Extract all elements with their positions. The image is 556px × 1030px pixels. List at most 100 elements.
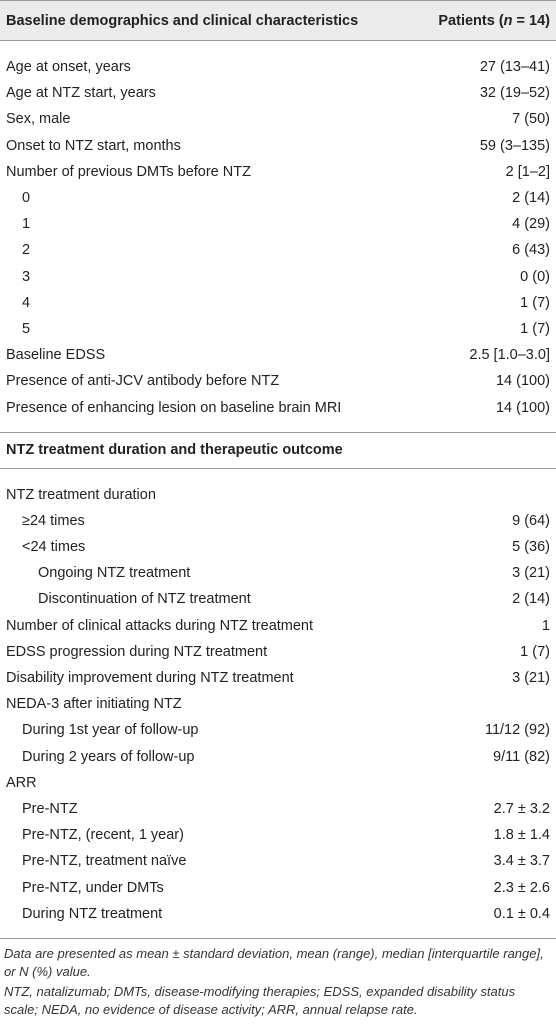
section: Age at onset, years 27 (13–41) Age at NTZ …	[0, 41, 556, 432]
row-value: 32 (19–52)	[479, 85, 550, 102]
row-value: 5 (36)	[512, 539, 550, 556]
table-row: Age at NTZ start, years 32 (19–52)	[0, 80, 556, 106]
row-value: 1	[541, 617, 550, 634]
footnotes: Data are presented as mean ± standard de…	[0, 937, 556, 1019]
row-value: 3 (21)	[512, 670, 550, 687]
row-value: 4 (29)	[512, 216, 550, 233]
table-row: Onset to NTZ start, months 59 (3–135)	[0, 133, 556, 159]
row-value: 9 (64)	[512, 512, 550, 529]
footnote: NTZ, natalizumab; DMTs, disease-modifyin…	[4, 983, 516, 1017]
table-row: Ongoing NTZ treatment 3 (21)	[0, 560, 556, 586]
row-label: 1	[22, 216, 31, 233]
table-row: During 1st year of follow-up 11/12 (92)	[0, 717, 556, 743]
row-value: 2 [1–2]	[505, 163, 550, 180]
row-label: During NTZ treatment	[22, 905, 163, 922]
table-row: During NTZ treatment 0.1 ± 0.4	[0, 901, 556, 927]
row-value: 2 (14)	[512, 190, 550, 207]
table-row: Presence of enhancing lesion on baseline…	[0, 394, 556, 420]
section: NTZ treatment duration ≥24 times 9 (64) <24…	[0, 469, 556, 938]
row-value: 2.5 [1.0–3.0]	[469, 347, 550, 364]
footnote: Data are presented as mean ± standard de…	[4, 945, 544, 979]
row-label: Number of previous DMTs before NTZ	[6, 163, 251, 180]
row-label: 2	[22, 242, 31, 259]
row-label: Number of clinical attacks during NTZ tr…	[6, 617, 314, 634]
row-value: 9/11 (82)	[493, 748, 550, 765]
row-label: Age at onset, years	[6, 59, 131, 76]
table-row: NTZ treatment duration	[0, 482, 556, 508]
row-value: 11/12 (92)	[484, 722, 550, 739]
row-value: 2.3 ± 2.6	[493, 879, 550, 896]
table-row: Presence of anti-JCV antibody before NTZ…	[0, 368, 556, 394]
table-row: ARR	[0, 770, 556, 796]
row-label: Discontinuation of NTZ treatment	[38, 591, 251, 608]
table-row: Pre-NTZ 2.7 ± 3.2	[0, 796, 556, 822]
table-row: Pre-NTZ, treatment naïve 3.4 ± 3.7	[0, 848, 556, 874]
row-label: Age at NTZ start, years	[6, 85, 156, 102]
row-value: 14 (100)	[495, 373, 550, 390]
row-value: 27 (13–41)	[479, 59, 550, 76]
table-row: Pre-NTZ, (recent, 1 year) 1.8 ± 1.4	[0, 822, 556, 848]
row-label: During 1st year of follow-up	[22, 722, 199, 739]
table-row: Sex, male 7 (50)	[0, 106, 556, 132]
table-row: 5 1 (7)	[0, 316, 556, 342]
header-left: Baseline demographics and clinical chara…	[6, 12, 359, 29]
row-label: Ongoing NTZ treatment	[38, 565, 191, 582]
row-label: 5	[22, 320, 31, 337]
row-label: During 2 years of follow-up	[22, 748, 195, 765]
table-row: EDSS progression during NTZ treatment 1 (…	[0, 639, 556, 665]
row-label: NTZ treatment duration	[6, 486, 156, 503]
table-row: Discontinuation of NTZ treatment 2 (14)	[0, 586, 556, 612]
row-label: 4	[22, 294, 31, 311]
row-label: Pre-NTZ, (recent, 1 year)	[22, 827, 184, 844]
table-row: <24 times 5 (36)	[0, 534, 556, 560]
row-value: 1 (7)	[520, 320, 550, 337]
row-value: 2 (14)	[512, 591, 550, 608]
table-row: NEDA-3 after initiating NTZ	[0, 691, 556, 717]
header-right: Patients (n = 14)	[438, 13, 550, 29]
table-header: Baseline demographics and clinical chara…	[0, 0, 556, 41]
row-value: 59 (3–135)	[479, 137, 550, 154]
table-row: 0 2 (14)	[0, 185, 556, 211]
table-row: ≥24 times 9 (64)	[0, 508, 556, 534]
table-row: 1 4 (29)	[0, 211, 556, 237]
row-label: ≥24 times	[22, 512, 85, 529]
table-row: 4 1 (7)	[0, 290, 556, 316]
row-label: Pre-NTZ, treatment naïve	[22, 853, 187, 870]
row-label: 0	[22, 190, 31, 207]
table-body: Age at onset, years 27 (13–41) Age at NTZ …	[0, 41, 556, 938]
row-label: Presence of anti-JCV antibody before NTZ	[6, 373, 280, 390]
row-label: EDSS progression during NTZ treatment	[6, 643, 268, 660]
table-row: Number of previous DMTs before NTZ 2 [1–2…	[0, 159, 556, 185]
table-row: Pre-NTZ, under DMTs 2.3 ± 2.6	[0, 874, 556, 900]
table-row: 3 0 (0)	[0, 264, 556, 290]
row-label: Presence of enhancing lesion on baseline…	[6, 399, 342, 416]
row-value: 3 (21)	[512, 565, 550, 582]
table-row: Disability improvement during NTZ treatm…	[0, 665, 556, 691]
row-value: 3.4 ± 3.7	[493, 853, 550, 870]
row-label: Pre-NTZ	[22, 800, 78, 817]
row-label: Baseline EDSS	[6, 347, 106, 364]
table-row: Baseline EDSS 2.5 [1.0–3.0]	[0, 342, 556, 368]
row-label: Sex, male	[6, 111, 71, 128]
row-value: 6 (43)	[512, 242, 550, 259]
row-value: 0 (0)	[520, 268, 550, 285]
row-value: 1 (7)	[520, 643, 550, 660]
row-label: 3	[22, 268, 31, 285]
row-value: 1 (7)	[520, 294, 550, 311]
table-row: Number of clinical attacks during NTZ tr…	[0, 613, 556, 639]
row-value: 0.1 ± 0.4	[493, 905, 550, 922]
section-title: NTZ treatment duration and therapeutic o…	[0, 431, 556, 469]
row-label: Pre-NTZ, under DMTs	[22, 879, 164, 896]
table-row: Age at onset, years 27 (13–41)	[0, 54, 556, 80]
header-text: = 14)	[512, 12, 550, 29]
header-text: Patients (	[438, 12, 504, 29]
row-label: Disability improvement during NTZ treatm…	[6, 670, 294, 687]
row-label: Onset to NTZ start, months	[6, 137, 181, 154]
table-row: 2 6 (43)	[0, 237, 556, 263]
row-label: NEDA-3 after initiating NTZ	[6, 696, 182, 713]
row-label: ARR	[6, 774, 37, 791]
table-row: During 2 years of follow-up 9/11 (82)	[0, 744, 556, 770]
row-value: 14 (100)	[495, 399, 550, 416]
row-value: 1.8 ± 1.4	[493, 827, 550, 844]
